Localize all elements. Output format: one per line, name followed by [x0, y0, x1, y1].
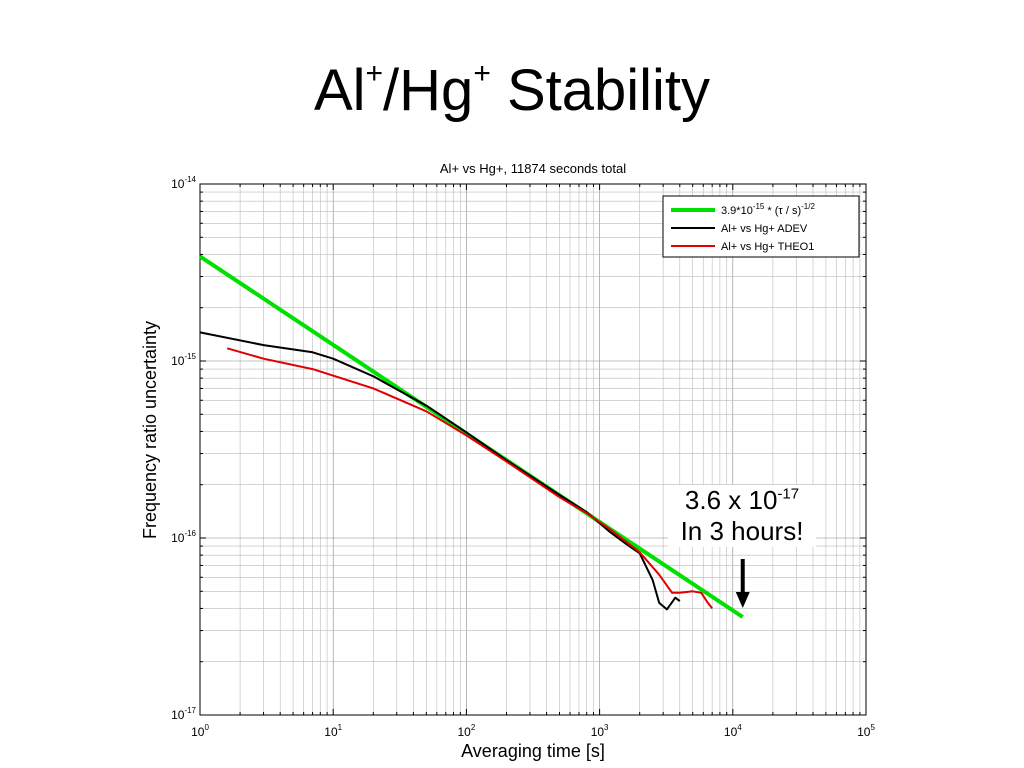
- chart-title: Al+ vs Hg+, 11874 seconds total: [440, 161, 626, 176]
- x-tick-label: 102: [457, 723, 475, 739]
- x-tick-label: 101: [324, 723, 342, 739]
- slide-title: Al+/Hg+ Stability: [0, 59, 1024, 120]
- x-tick-label: 100: [191, 723, 209, 739]
- title-part-1: Al: [313, 58, 366, 123]
- title-sup-1: +: [365, 57, 384, 90]
- x-tick-label: 103: [591, 723, 609, 739]
- title-part-2: /Hg: [383, 58, 474, 123]
- adev-line: [199, 331, 681, 611]
- y-tick-label: 10-16: [171, 529, 196, 545]
- series-lines: [198, 254, 744, 619]
- legend-label: 3.9*10-15 * (τ / s)-1/2: [721, 202, 815, 217]
- title-sup-2: +: [473, 57, 491, 90]
- y-tick-label: 10-15: [171, 352, 196, 368]
- callout-box: 3.6 x 10-17 In 3 hours!: [668, 485, 816, 548]
- theo1-line: [226, 347, 713, 610]
- y-tick-label: 10-14: [171, 175, 196, 191]
- x-tick-label: 104: [724, 723, 742, 739]
- arrow-head: [735, 592, 750, 608]
- callout-value: 3.6 x 10: [684, 485, 778, 515]
- callout-line-2: In 3 hours!: [680, 516, 804, 547]
- callout-line-1: 3.6 x 10-17: [668, 485, 816, 516]
- legend-label: Al+ vs Hg+ THEO1: [721, 241, 814, 253]
- y-tick-label: 10-17: [171, 706, 196, 722]
- plot-frame: [199, 183, 867, 716]
- x-tick-label: 105: [857, 723, 875, 739]
- y-axis-label: Frequency ratio uncertainty: [140, 321, 160, 539]
- axis-ticks: 100 101 102 103 104 105 10-14 10-15 10-16 10-17: [171, 175, 875, 739]
- legend: 3.9*10-15 * (τ / s)-1/2 Al+ vs Hg+ ADEV Al…: [662, 195, 860, 258]
- legend-label: Al+ vs Hg+ ADEV: [721, 223, 808, 235]
- grid-lines: [200, 184, 866, 715]
- callout-exponent: -17: [777, 485, 800, 503]
- callout-arrow: [735, 559, 750, 608]
- x-axis-label: Averaging time [s]: [461, 741, 605, 761]
- title-part-3: Stability: [490, 58, 711, 123]
